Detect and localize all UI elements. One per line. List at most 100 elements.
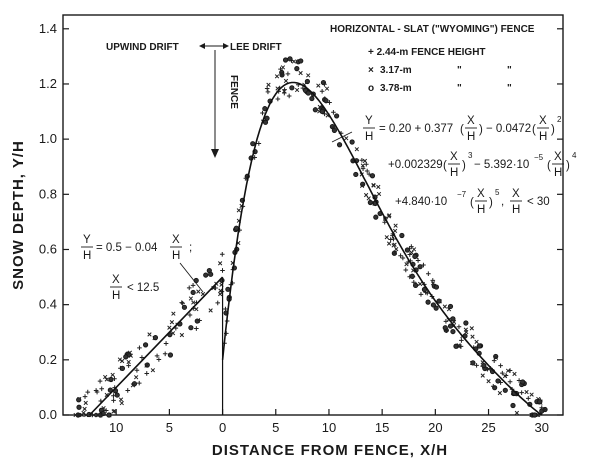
scatter-point-plus <box>415 258 421 263</box>
lee-p2-close: ) <box>551 124 555 136</box>
lee-eq-line1b: − 0.0472 <box>486 123 531 135</box>
scatter-point-x <box>103 374 108 380</box>
scatter-point-x <box>188 296 194 301</box>
x-tick-label: 0 <box>219 420 226 435</box>
scatter-point-plus <box>360 166 366 171</box>
scatter-point-o <box>298 58 304 64</box>
scatter-point-plus <box>256 141 262 146</box>
x-tick-label: 10 <box>322 420 336 435</box>
scatter-point-x <box>282 89 287 94</box>
scatter-point-plus <box>99 412 105 418</box>
lee-fit-curve <box>221 81 543 416</box>
scatter-point-o <box>319 108 325 115</box>
y-tick-label: 0.6 <box>39 241 57 256</box>
scatter-point-o <box>495 378 501 384</box>
lee-equation: Y H = 0.20 + 0.377 ( X H ) − 0.0472 ( X … <box>331 115 577 216</box>
x-tick-label: 5 <box>272 420 279 435</box>
scatter-point-plus <box>111 398 116 403</box>
scatter-point-x <box>104 377 109 382</box>
lee-drift-label: LEE DRIFT <box>230 42 282 53</box>
lee-exp-neg7: −7 <box>457 190 467 199</box>
upwind-frac-Y-num: Y <box>83 234 91 246</box>
legend-ditto-4: " <box>507 83 512 94</box>
scatter-point-x <box>217 261 223 266</box>
scatter-point-x <box>95 412 101 418</box>
arrow-left-head <box>199 43 205 49</box>
scatter-point-x <box>110 372 115 378</box>
scatter-point-plus <box>278 66 283 72</box>
scatter-point-plus <box>156 357 162 362</box>
legend-label-3-78m: 3.78-m <box>380 83 412 94</box>
scatter-point-x <box>344 136 349 141</box>
scatter-point-x <box>316 83 321 88</box>
lee-p5-X: X <box>477 188 485 200</box>
scatter-point-o <box>367 199 373 206</box>
upwind-frac-X-den: H <box>172 250 180 262</box>
scatter-point-plus <box>398 253 403 259</box>
scatter-point-o <box>119 365 126 371</box>
lee-p3-H: H <box>450 167 458 179</box>
scatter-point-x <box>218 291 223 297</box>
scatter-point-plus <box>426 271 431 276</box>
lee-p2-X: X <box>539 115 547 127</box>
scatter-point-plus <box>391 236 396 242</box>
lee-frac-Y: Y <box>365 115 373 127</box>
upwind-leader <box>179 262 204 293</box>
scatter-point-plus <box>474 363 479 368</box>
scatter-point-x <box>79 412 84 418</box>
legend-entry-3-78m: o 3.78-m " " <box>368 83 512 94</box>
scatter-point-x <box>376 191 382 197</box>
scatter-point-o <box>262 119 269 125</box>
scatter-point-x <box>386 241 392 246</box>
scatter-point-plus <box>459 338 464 343</box>
scatter-point-x <box>266 82 271 87</box>
scatter-point-plus <box>162 351 168 357</box>
scatter-point-plus <box>542 407 547 412</box>
scatter-point-plus <box>215 300 221 306</box>
scatter-point-plus <box>139 355 145 360</box>
scatter-point-o <box>225 286 231 292</box>
scatter-point-plus <box>219 251 225 257</box>
scatter-point-plus <box>444 328 449 334</box>
scatter-point-plus <box>220 268 225 273</box>
y-axis-title: SNOW DEPTH, Y/H <box>10 140 27 290</box>
lee-frac-H: H <box>365 131 373 143</box>
lee-cond-X: X <box>512 188 520 200</box>
fence-label: FENCE <box>228 75 239 109</box>
scatter-point-x <box>514 410 520 416</box>
scatter-point-x <box>279 71 284 76</box>
scatter-point-o <box>447 303 454 310</box>
scatter-point-x <box>117 357 123 362</box>
scatter-point-plus <box>213 285 218 291</box>
scatter-point-x <box>144 363 149 368</box>
y-tick-label: 0.2 <box>39 352 57 367</box>
scatter-point-x <box>486 379 491 384</box>
scatter-point-o <box>334 113 340 119</box>
scatter-point-plus <box>194 326 199 331</box>
scatter-point-x <box>179 332 185 338</box>
scatter-point-x <box>91 412 96 418</box>
scatter-point-o <box>353 171 359 178</box>
x-tick-label: 25 <box>481 420 495 435</box>
scatter-point-o <box>76 404 82 410</box>
scatter-point-x <box>196 289 201 294</box>
scatter-point-o <box>123 354 129 360</box>
scatter-point-plus <box>519 390 524 395</box>
scatter-point-o <box>208 271 214 277</box>
scatter-point-plus <box>503 373 509 378</box>
scatter-point-plus <box>500 370 505 376</box>
scatter-point-o <box>152 335 159 341</box>
scatter-point-x <box>208 308 213 313</box>
lee-eq-line3: +4.840·10 <box>395 196 447 208</box>
scatter-point-plus <box>186 285 192 291</box>
scatter-point-x <box>167 325 172 330</box>
scatter-point-x <box>404 262 409 267</box>
scatter-point-o <box>502 387 508 393</box>
scatter-point-o <box>250 141 256 147</box>
scatter-point-o <box>481 362 487 369</box>
scatter-point-plus <box>125 388 131 393</box>
scatter-point-plus <box>485 366 490 372</box>
y-tick-label: 1.4 <box>39 21 57 36</box>
scatter-point-plus <box>366 171 372 177</box>
y-tick-label: 1.0 <box>39 131 57 146</box>
